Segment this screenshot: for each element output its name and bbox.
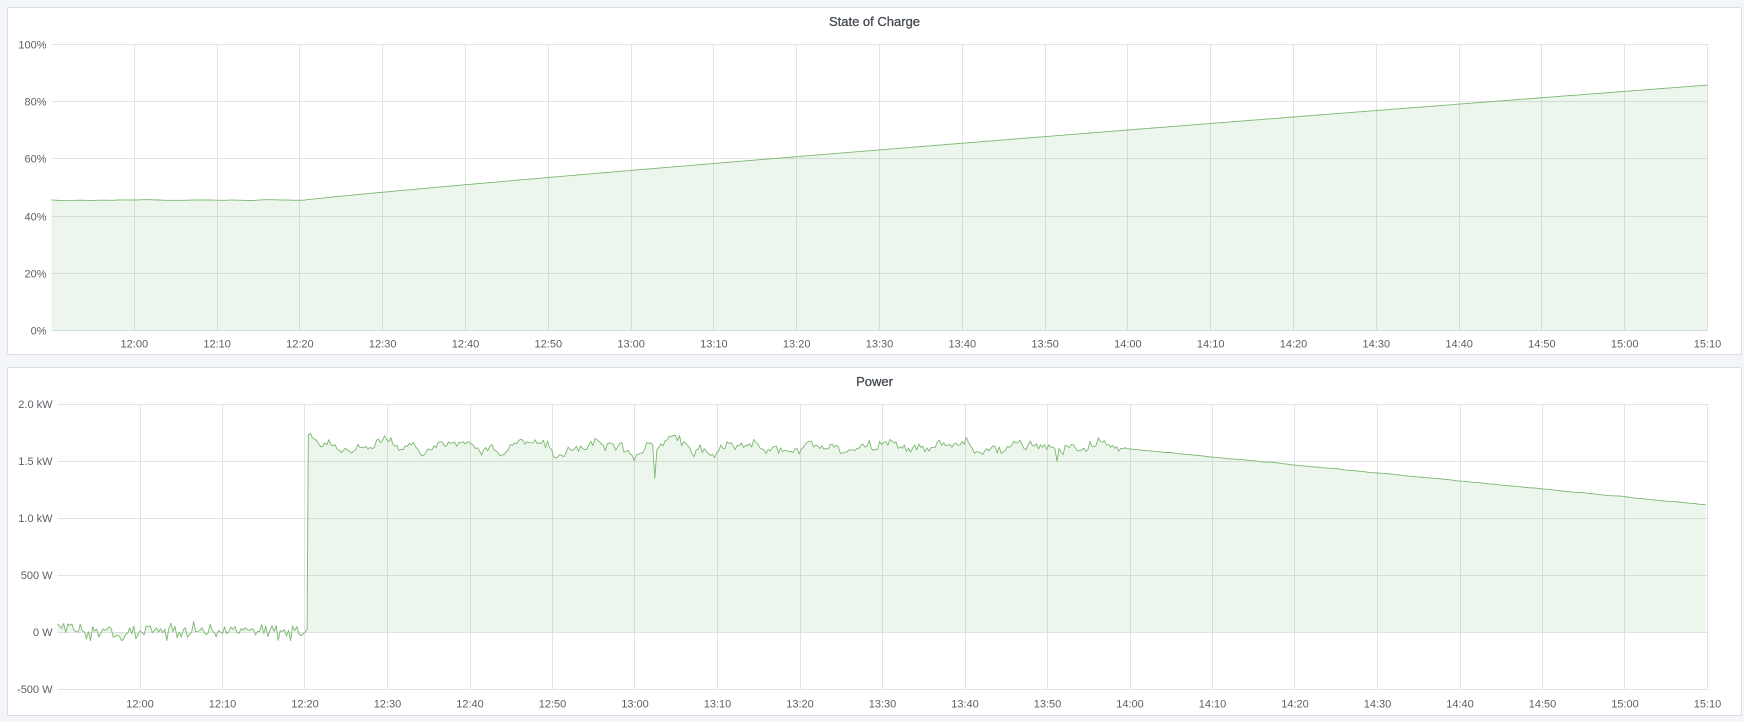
svg-text:15:00: 15:00: [1611, 699, 1639, 711]
svg-text:13:00: 13:00: [621, 699, 649, 711]
svg-text:13:10: 13:10: [700, 339, 728, 351]
svg-text:14:50: 14:50: [1529, 699, 1557, 711]
svg-text:12:20: 12:20: [286, 339, 314, 351]
svg-text:-500 W: -500 W: [17, 684, 53, 696]
svg-text:13:30: 13:30: [869, 699, 897, 711]
svg-text:40%: 40%: [24, 211, 46, 223]
svg-text:1.5 kW: 1.5 kW: [18, 456, 53, 468]
svg-text:13:40: 13:40: [951, 699, 979, 711]
svg-text:13:00: 13:00: [617, 339, 645, 351]
svg-text:14:30: 14:30: [1364, 699, 1392, 711]
svg-text:12:00: 12:00: [121, 339, 149, 351]
svg-text:0 W: 0 W: [33, 627, 53, 639]
svg-text:1.0 kW: 1.0 kW: [18, 513, 53, 525]
svg-text:20%: 20%: [24, 268, 46, 280]
svg-text:15:10: 15:10: [1694, 699, 1722, 711]
svg-text:12:30: 12:30: [374, 699, 402, 711]
svg-text:12:40: 12:40: [452, 339, 480, 351]
svg-text:13:50: 13:50: [1034, 699, 1062, 711]
svg-text:14:40: 14:40: [1446, 699, 1474, 711]
svg-text:14:00: 14:00: [1116, 699, 1144, 711]
svg-text:12:00: 12:00: [126, 699, 154, 711]
svg-text:12:10: 12:10: [203, 339, 231, 351]
svg-text:12:50: 12:50: [539, 699, 567, 711]
svg-text:60%: 60%: [24, 153, 46, 165]
svg-text:14:20: 14:20: [1281, 699, 1309, 711]
svg-text:13:10: 13:10: [704, 699, 732, 711]
svg-text:13:20: 13:20: [783, 339, 811, 351]
svg-text:14:40: 14:40: [1445, 339, 1473, 351]
svg-text:12:50: 12:50: [535, 339, 563, 351]
svg-text:14:50: 14:50: [1528, 339, 1556, 351]
svg-text:14:00: 14:00: [1114, 339, 1142, 351]
svg-text:12:40: 12:40: [456, 699, 484, 711]
svg-text:2.0 kW: 2.0 kW: [18, 399, 53, 411]
svg-text:13:30: 13:30: [866, 339, 894, 351]
svg-text:12:20: 12:20: [291, 699, 319, 711]
svg-text:14:10: 14:10: [1197, 339, 1225, 351]
svg-text:0%: 0%: [31, 325, 47, 337]
svg-text:13:50: 13:50: [1031, 339, 1059, 351]
svg-text:80%: 80%: [24, 96, 46, 108]
svg-text:12:30: 12:30: [369, 339, 397, 351]
svg-text:15:00: 15:00: [1611, 339, 1639, 351]
svg-text:100%: 100%: [18, 39, 46, 51]
svg-text:14:30: 14:30: [1363, 339, 1391, 351]
svg-text:500 W: 500 W: [21, 570, 53, 582]
svg-text:13:20: 13:20: [786, 699, 814, 711]
svg-text:13:40: 13:40: [949, 339, 977, 351]
svg-text:14:10: 14:10: [1199, 699, 1227, 711]
svg-text:12:10: 12:10: [209, 699, 237, 711]
svg-text:14:20: 14:20: [1280, 339, 1308, 351]
svg-text:15:10: 15:10: [1694, 339, 1722, 351]
